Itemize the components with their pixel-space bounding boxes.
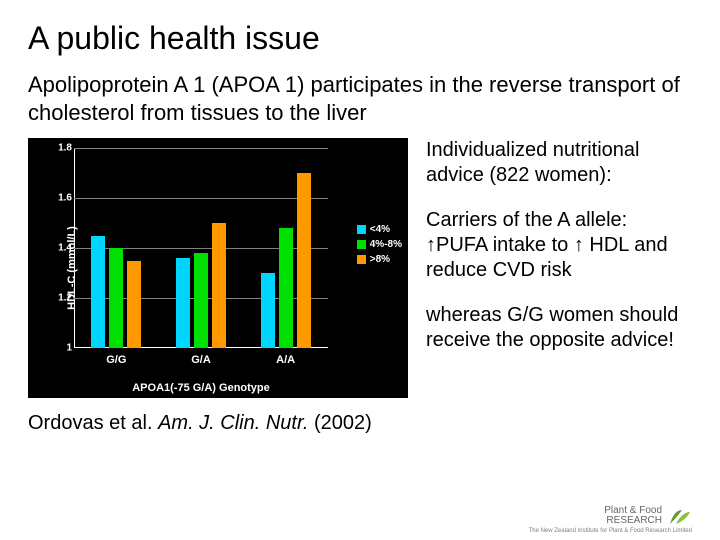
content-row: HDL-C (mmol/L) 11.21.41.61.8 G/GG/AA/A A… — [28, 138, 692, 398]
brand-line2: RESEARCH — [606, 515, 662, 526]
legend-item: >8% — [357, 254, 402, 265]
y-tick-label: 1.8 — [50, 143, 72, 154]
y-tick-label: 1.4 — [50, 243, 72, 254]
plot-area — [74, 148, 328, 348]
y-tick-label: 1.2 — [50, 293, 72, 304]
legend-label: <4% — [370, 224, 390, 235]
hdl-chart: HDL-C (mmol/L) 11.21.41.61.8 G/GG/AA/A A… — [28, 138, 408, 398]
advice-gg: whereas G/G women should receive the opp… — [426, 303, 692, 353]
footer: Plant & Food RESEARCH The New Zealand In… — [529, 506, 692, 534]
bar — [91, 236, 105, 349]
leaf-icon — [668, 506, 692, 526]
bar — [176, 258, 190, 348]
text: Carriers of the A allele: — [426, 209, 627, 231]
y-tick-label: 1.6 — [50, 193, 72, 204]
tagline: The New Zealand Institute for Plant & Fo… — [529, 528, 692, 534]
page-title: A public health issue — [28, 20, 692, 57]
up-arrow-icon: ↑ — [426, 234, 436, 256]
legend-swatch — [357, 240, 366, 249]
legend-label: 4%-8% — [370, 239, 402, 250]
citation: Ordovas et al. Am. J. Clin. Nutr. (2002) — [28, 412, 692, 435]
bar — [194, 253, 208, 348]
subtitle: Apolipoprotein A 1 (APOA 1) participates… — [28, 71, 692, 126]
logo: Plant & Food RESEARCH — [604, 506, 692, 526]
x-tick-label: G/G — [106, 354, 126, 366]
legend-item: <4% — [357, 224, 402, 235]
citation-authors: Ordovas et al. — [28, 412, 158, 434]
legend-swatch — [357, 255, 366, 264]
bar — [279, 228, 293, 348]
side-text: Individualized nutritional advice (822 w… — [426, 138, 692, 398]
citation-year: (2002) — [308, 412, 371, 434]
x-tick-label: A/A — [276, 354, 295, 366]
legend-item: 4%-8% — [357, 239, 402, 250]
x-tick-label: G/A — [191, 354, 211, 366]
bar — [261, 273, 275, 348]
legend-label: >8% — [370, 254, 390, 265]
bar — [297, 173, 311, 348]
bar — [127, 261, 141, 349]
advice-intro: Individualized nutritional advice (822 w… — [426, 138, 692, 188]
up-arrow-icon: ↑ — [574, 234, 584, 256]
text: PUFA intake to — [436, 234, 574, 256]
bar — [212, 223, 226, 348]
bar — [109, 248, 123, 348]
y-tick-label: 1 — [50, 343, 72, 354]
slide: A public health issue Apolipoprotein A 1… — [0, 0, 720, 540]
advice-a-allele: Carriers of the A allele: ↑PUFA intake t… — [426, 208, 692, 283]
x-axis-label: APOA1(-75 G/A) Genotype — [74, 382, 328, 394]
legend-swatch — [357, 225, 366, 234]
logo-text: Plant & Food RESEARCH — [604, 506, 662, 526]
citation-journal: Am. J. Clin. Nutr. — [158, 412, 308, 434]
legend: <4% 4%-8% >8% — [357, 224, 402, 265]
